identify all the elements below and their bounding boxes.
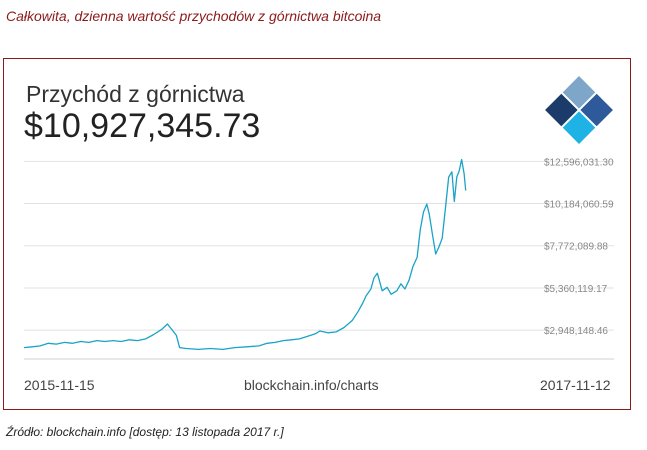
x-axis-end-label: 2017-11-12 (540, 377, 611, 393)
chart-title: Przychód z górnictwa (26, 81, 245, 107)
series-line (23, 158, 467, 351)
current-value: $10,927,345.73 (24, 107, 261, 145)
x-axis-start-label: 2015-11-15 (24, 377, 95, 393)
source-site-label: blockchain.info/charts (244, 377, 379, 393)
chart-frame: Przychód z górnictwa $10,927,345.73 $12,… (3, 58, 631, 410)
y-tick-label: $2,948,148.46 (544, 326, 608, 337)
y-tick-label: $12,596,031.30 (544, 157, 614, 168)
y-tick-label: $7,772,089.88 (544, 242, 608, 253)
blockchain-logo-icon (545, 76, 613, 144)
source-note: Źródło: blockchain.info [dostęp: 13 list… (6, 425, 284, 439)
line-chart: $12,596,031.30 $10,184,060.59 $7,772,089.8… (23, 157, 614, 360)
y-tick-label: $10,184,060.59 (544, 200, 614, 211)
y-tick-label: $5,360,119.17 (544, 284, 608, 295)
chart-caption: Całkowita, dzienna wartość przychodów z … (6, 8, 382, 24)
